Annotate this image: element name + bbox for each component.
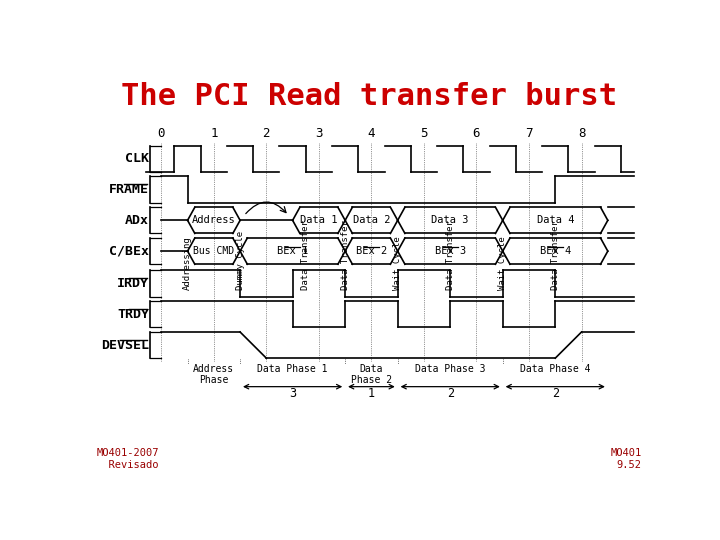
Text: BEx 4: BEx 4 (539, 246, 571, 256)
Text: Data 3: Data 3 (431, 215, 469, 225)
Text: Data 2: Data 2 (353, 215, 390, 225)
Text: 3: 3 (289, 387, 296, 400)
Text: 1: 1 (210, 127, 217, 140)
Text: 4: 4 (368, 127, 375, 140)
Text: IRDY: IRDY (117, 277, 149, 290)
Text: Data Transfer: Data Transfer (551, 220, 559, 289)
Text: Data Phase 4: Data Phase 4 (520, 363, 590, 374)
Text: Address
Phase: Address Phase (193, 363, 235, 385)
Text: ADx: ADx (125, 214, 149, 227)
Text: Data Transfer: Data Transfer (341, 220, 350, 289)
Text: Bus CMD: Bus CMD (193, 246, 235, 256)
Text: Data 1: Data 1 (300, 215, 338, 225)
Text: Data
Phase 2: Data Phase 2 (351, 363, 392, 385)
Text: Data 4: Data 4 (536, 215, 574, 225)
Text: Wait Cycle: Wait Cycle (498, 236, 507, 289)
Text: Addressing: Addressing (183, 236, 192, 289)
Text: 2: 2 (263, 127, 270, 140)
Text: FRAME: FRAME (109, 183, 149, 196)
Text: C/BEx: C/BEx (109, 245, 149, 258)
Text: 8: 8 (577, 127, 585, 140)
Text: 3: 3 (315, 127, 323, 140)
Text: BEx 2: BEx 2 (356, 246, 387, 256)
Text: 5: 5 (420, 127, 428, 140)
Text: TRDY: TRDY (117, 308, 149, 321)
Text: Address: Address (192, 215, 235, 225)
Text: 7: 7 (526, 127, 533, 140)
Text: 0: 0 (158, 127, 165, 140)
Text: Wait Cycle: Wait Cycle (393, 236, 402, 289)
Text: DEVSEL: DEVSEL (101, 339, 149, 352)
Text: MO401
9.52: MO401 9.52 (611, 448, 642, 470)
Text: Data Phase 1: Data Phase 1 (257, 363, 328, 374)
Text: BEx 1: BEx 1 (277, 246, 308, 256)
Text: 1: 1 (368, 387, 375, 400)
Text: Data Transfer: Data Transfer (301, 220, 310, 289)
Text: Data Phase 3: Data Phase 3 (415, 363, 485, 374)
Text: 6: 6 (473, 127, 480, 140)
Text: BEx 3: BEx 3 (435, 246, 466, 256)
Text: CLK: CLK (125, 152, 149, 165)
Text: 2: 2 (446, 387, 454, 400)
Text: Data Transfer: Data Transfer (446, 220, 455, 289)
Text: 2: 2 (552, 387, 559, 400)
Text: Dummy Cycle: Dummy Cycle (235, 231, 245, 289)
Text: MO401-2007
  Revisado: MO401-2007 Revisado (96, 448, 158, 470)
Text: The PCI Read transfer burst: The PCI Read transfer burst (121, 82, 617, 111)
